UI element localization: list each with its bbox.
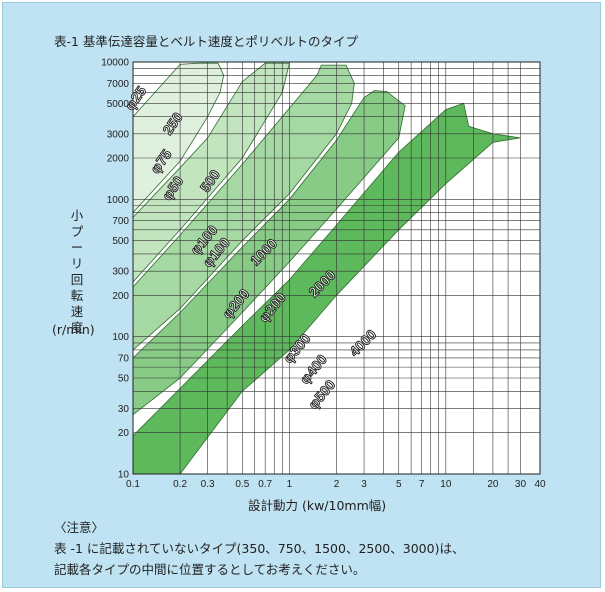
y-axis-label-char: 回 xyxy=(70,272,84,287)
y-axis-label-char: プ xyxy=(70,224,84,239)
plot-frame xyxy=(132,61,541,475)
y-tick-label: 700 xyxy=(112,216,129,227)
x-tick-label: 0.3 xyxy=(201,479,215,490)
x-tick-label: 0.1 xyxy=(126,479,140,490)
y-tick-label: 100 xyxy=(112,332,129,343)
x-axis-label: 設計動力 (kw/10mm幅) xyxy=(248,498,387,513)
y-axis-label-char: 小 xyxy=(70,208,84,223)
y-tick-label: 30 xyxy=(118,404,130,415)
x-tick-label: 40 xyxy=(534,479,546,490)
x-tick-label: 5 xyxy=(396,479,402,490)
y-tick-label: 3000 xyxy=(107,129,130,140)
y-tick-label: 200 xyxy=(112,291,129,302)
y-tick-label: 7000 xyxy=(107,79,130,90)
x-tick-label: 20 xyxy=(487,479,499,490)
x-tick-label: 1 xyxy=(287,479,293,490)
chart-title: 表-1 基準伝達容量とベルト速度とポリベルトのタイプ xyxy=(54,34,358,49)
x-tick-label: 3 xyxy=(361,479,367,490)
y-tick-label: 5000 xyxy=(107,99,130,110)
y-axis-label-char: 速 xyxy=(70,304,84,319)
y-axis-label-char: ー xyxy=(70,240,84,255)
notes-block: 〈注意〉 表 -1 に記載されていないタイプ(350、750、1500、2500… xyxy=(54,517,464,580)
x-tick-label: 2 xyxy=(334,479,340,490)
grid-lines xyxy=(133,62,540,474)
x-tick-label: 7 xyxy=(419,479,425,490)
notes-heading: 〈注意〉 xyxy=(54,520,105,535)
area-series-250 xyxy=(133,62,225,214)
x-tick-label: 0.5 xyxy=(235,479,249,490)
y-tick-label: 500 xyxy=(112,236,129,247)
x-tick-label: 30 xyxy=(515,479,527,490)
y-tick-label: 10000 xyxy=(101,58,129,69)
notes-line-2: 記載各タイプの中間に位置するとしてお考えください。 xyxy=(54,562,366,577)
notes-line-1: 表 -1 に記載されていないタイプ(350、750、1500、2500、3000… xyxy=(54,541,465,556)
y-axis-label-char: 度 xyxy=(70,320,84,335)
y-tick-label: 10 xyxy=(118,470,130,481)
tick-labels: 0.1 0.2 0.3 0.5 0.7 1 2 3 5 7 10 20 30 40 10 20 30 50 70 10… xyxy=(101,58,546,491)
y-tick-label: 1000 xyxy=(107,195,130,206)
x-tick-label: 0.7 xyxy=(258,479,272,490)
y-tick-label: 50 xyxy=(118,374,130,385)
y-axis-label-char: 転 xyxy=(70,288,84,303)
y-tick-label: 20 xyxy=(118,428,130,439)
x-tick-label: 10 xyxy=(440,479,452,490)
area-series-4000 xyxy=(133,102,521,474)
y-axis-unit: (r/min) xyxy=(52,322,95,337)
y-axis-label-char: リ xyxy=(70,256,84,271)
x-tick-label: 0.2 xyxy=(173,479,187,490)
area-series-2000 xyxy=(133,90,406,416)
y-tick-label: 300 xyxy=(112,267,129,278)
y-axis-label: 小プーリ回転速度 xyxy=(70,208,84,336)
y-tick-label: 70 xyxy=(118,353,130,364)
area-series-group xyxy=(133,62,521,474)
y-tick-label: 2000 xyxy=(107,153,130,164)
